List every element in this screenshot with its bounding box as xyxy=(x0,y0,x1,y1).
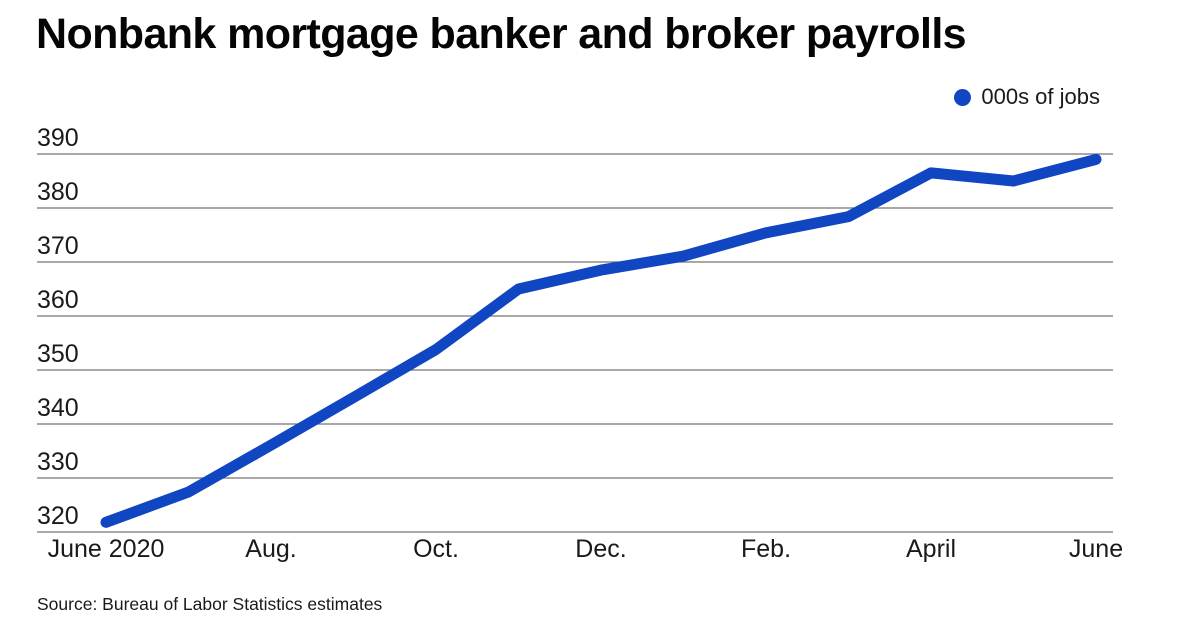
svg-text:340: 340 xyxy=(37,394,79,422)
svg-text:Dec.: Dec. xyxy=(575,535,626,563)
svg-text:370: 370 xyxy=(37,232,79,260)
legend: 000s of jobs xyxy=(954,84,1100,110)
svg-text:Feb.: Feb. xyxy=(741,535,791,563)
svg-text:320: 320 xyxy=(37,502,79,530)
y-axis-labels: 320 330 340 350 360 370 380 390 xyxy=(37,124,79,530)
svg-text:380: 380 xyxy=(37,178,79,206)
svg-text:330: 330 xyxy=(37,448,79,476)
svg-text:Aug.: Aug. xyxy=(245,535,296,563)
source-note: Source: Bureau of Labor Statistics estim… xyxy=(37,594,383,614)
svg-text:April: April xyxy=(906,535,956,563)
legend-label: 000s of jobs xyxy=(981,84,1100,109)
svg-text:Oct.: Oct. xyxy=(413,535,459,563)
svg-text:350: 350 xyxy=(37,340,79,368)
chart-title: Nonbank mortgage banker and broker payro… xyxy=(36,10,967,58)
svg-text:June 2020: June 2020 xyxy=(48,535,165,563)
svg-text:June: June xyxy=(1069,535,1123,563)
gridlines xyxy=(37,153,1113,533)
svg-text:360: 360 xyxy=(37,286,79,314)
series-line xyxy=(100,153,1102,528)
x-axis-labels: June 2020 Aug. Oct. Dec. Feb. April June xyxy=(48,535,1124,563)
legend-marker-icon xyxy=(954,88,972,106)
svg-text:390: 390 xyxy=(37,124,79,152)
